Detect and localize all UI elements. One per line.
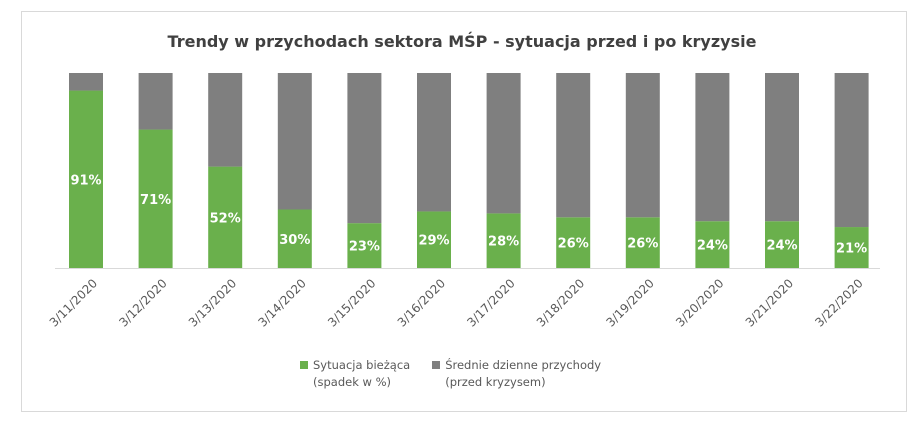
x-tick-label-1: 3/11/2020 (47, 276, 100, 329)
x-tick-label-11: 3/21/2020 (743, 276, 796, 329)
legend: Sytuacja bieżąca (spadek w %) Średnie dz… (300, 357, 601, 391)
bar-baseline-8 (556, 73, 591, 218)
data-label-4: 30% (279, 233, 310, 248)
bar-current-3 (208, 166, 243, 268)
x-tick-label-2: 3/12/2020 (116, 276, 169, 329)
legend-swatch-green (300, 361, 308, 369)
data-label-12: 21% (836, 242, 867, 257)
bar-current-11 (765, 221, 799, 268)
x-tick-label-7: 3/17/2020 (464, 276, 517, 329)
x-tick-label-3: 3/13/2020 (186, 276, 239, 329)
bar-baseline-9 (625, 73, 660, 218)
bar-baseline-4 (277, 73, 312, 210)
bar-baseline-1 (69, 73, 103, 91)
legend-item-current: Sytuacja bieżąca (spadek w %) (300, 357, 410, 391)
bar-baseline-6 (417, 73, 451, 212)
bar-current-5 (347, 223, 382, 268)
data-label-6: 29% (418, 234, 449, 249)
bar-current-8 (556, 217, 591, 268)
bar-current-10 (695, 221, 730, 268)
x-tick-label-8: 3/18/2020 (534, 276, 587, 329)
data-label-3: 52% (210, 211, 241, 226)
data-label-2: 71% (140, 193, 171, 208)
bar-current-12 (834, 227, 869, 268)
legend-swatch-gray (432, 361, 441, 369)
bar-current-4 (277, 209, 312, 268)
data-label-10: 24% (697, 239, 728, 254)
legend-item-baseline: Średnie dzienne przychody (przed kryzyse… (432, 357, 601, 391)
x-tick-label-10: 3/20/2020 (673, 276, 726, 329)
bar-baseline-2 (138, 73, 173, 130)
bar-baseline-11 (765, 73, 799, 222)
x-axis-ticks: 3/11/2020 3/12/2020 3/13/2020 3/14/2020 3/15… (47, 276, 866, 329)
chart-title: Trendy w przychodach sektora MŚP - sytua… (168, 32, 757, 51)
bar-baseline-5 (347, 73, 382, 224)
bars-layer: 91% 71% 52% 30% 23% 29% 28% 26% 26% 24% 24% 21% (69, 73, 869, 268)
bar-baseline-12 (834, 73, 869, 228)
bar-baseline-10 (695, 73, 730, 222)
x-tick-label-12: 3/22/2020 (812, 276, 865, 329)
data-label-9: 26% (627, 237, 658, 252)
data-label-7: 28% (488, 235, 519, 250)
data-label-1: 91% (70, 173, 101, 188)
bar-baseline-3 (208, 73, 243, 167)
data-label-11: 24% (766, 239, 797, 254)
data-label-5: 23% (349, 240, 380, 255)
bar-current-9 (625, 217, 660, 268)
x-tick-label-4: 3/14/2020 (256, 276, 309, 329)
legend-label-current: Sytuacja bieżąca (spadek w %) (313, 358, 411, 389)
bar-current-6 (417, 211, 451, 268)
legend-label-baseline: Średnie dzienne przychody (przed kryzyse… (445, 358, 602, 389)
x-tick-label-6: 3/16/2020 (395, 276, 448, 329)
x-tick-label-9: 3/19/2020 (604, 276, 657, 329)
bar-current-2 (138, 129, 173, 268)
data-label-8: 26% (558, 237, 589, 252)
bar-current-1 (69, 90, 103, 268)
x-tick-label-5: 3/15/2020 (325, 276, 378, 329)
bar-current-7 (486, 213, 521, 268)
bar-baseline-7 (486, 73, 521, 214)
